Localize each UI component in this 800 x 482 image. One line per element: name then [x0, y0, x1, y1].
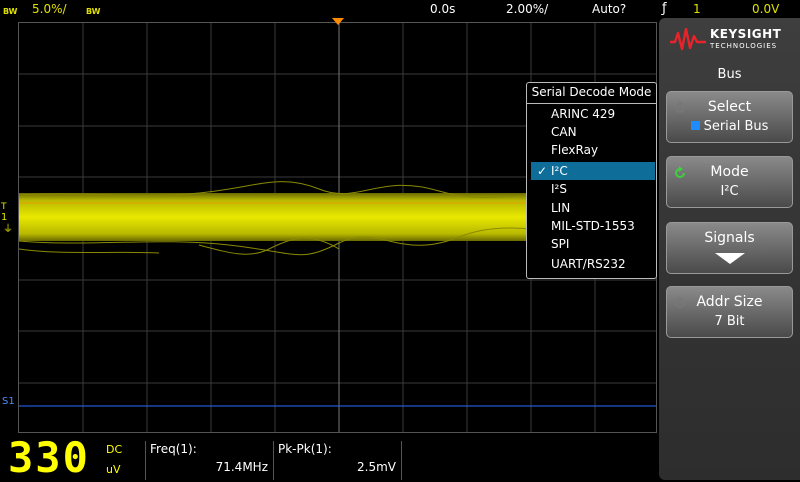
mode-option-lin[interactable]: LIN [551, 201, 571, 215]
mode-softkey[interactable]: Mode I²C [666, 156, 793, 208]
freq-value: 71.4MHz [215, 460, 268, 474]
addr-size-label: Addr Size [696, 294, 763, 310]
submenu-arrow-icon [715, 253, 745, 264]
signals-softkey[interactable]: Signals [666, 222, 793, 274]
freq-label: Freq(1): [150, 442, 197, 456]
mode-option-uart[interactable]: UART/RS232 [551, 257, 626, 271]
mode-value: I²C [720, 184, 739, 199]
trigger-mode[interactable]: Auto? [592, 2, 627, 16]
trigger-edge-icon: ƒ [662, 1, 667, 16]
ch1-bw-limit-left: BW [3, 7, 18, 16]
divider [401, 441, 402, 480]
dvm-readout: 330 [8, 433, 90, 482]
serial-bus-color-icon [690, 121, 700, 130]
mode-option-i2c[interactable]: ✓ I²C [531, 162, 655, 180]
select-value: Serial Bus [667, 119, 792, 134]
mode-option-can[interactable]: CAN [551, 125, 577, 139]
entry-knob-active-icon [675, 166, 685, 178]
ground-icon: ⏚ [3, 224, 13, 235]
serial-bus-marker: S1 [2, 396, 15, 407]
ch1-ground-marker[interactable]: 1 [1, 212, 8, 223]
dvm-coupling: DC [106, 443, 123, 456]
mode-option-flexray[interactable]: FlexRay [551, 143, 599, 157]
brand-subtitle: TECHNOLOGIES [710, 42, 778, 50]
trigger-level[interactable]: 0.0V [752, 2, 780, 16]
mode-option-i2s[interactable]: I²S [551, 182, 567, 196]
mode-option-mil-std-1553[interactable]: MIL-STD-1553 [551, 219, 635, 233]
pkpk-label: Pk-Pk(1): [278, 442, 332, 456]
divider [273, 441, 274, 480]
entry-knob-icon [675, 296, 685, 308]
signals-label: Signals [704, 230, 755, 246]
mode-label: Mode [710, 164, 749, 180]
checkmark-icon: ✓ [537, 164, 548, 178]
addr-size-softkey[interactable]: Addr Size 7 Bit [666, 286, 793, 338]
trigger-source[interactable]: 1 [693, 2, 701, 16]
measurement-bar [0, 437, 659, 480]
select-label: Select [707, 99, 752, 115]
mode-option-arinc429[interactable]: ARINC 429 [551, 107, 616, 121]
addr-size-value: 7 Bit [714, 314, 745, 329]
trigger-level-mark[interactable]: T [1, 202, 7, 212]
mode-option-spi[interactable]: SPI [551, 237, 570, 251]
select-softkey[interactable]: Select Serial Bus [666, 91, 793, 143]
trigger-position-marker[interactable] [332, 18, 344, 25]
serial-decode-mode-menu: Serial Decode Mode ARINC 429 CAN FlexRay… [526, 82, 657, 279]
status-bar: BW 5.0%/ BW 0.0s 2.00%/ Auto? ƒ 1 0.0V [0, 0, 800, 18]
ch1-scale[interactable]: 5.0%/ [32, 2, 67, 16]
divider [145, 441, 146, 480]
ch1-bw-limit-right: BW [86, 7, 101, 16]
mode-option-label: I²C [551, 164, 568, 178]
keysight-logo-icon [670, 27, 706, 51]
popup-title: Serial Decode Mode [527, 83, 656, 104]
time-scale[interactable]: 2.00%/ [506, 2, 549, 16]
brand-name: KEYSIGHT [710, 27, 782, 41]
menu-title: Bus [717, 67, 742, 82]
entry-knob-icon [675, 101, 685, 113]
pkpk-value: 2.5mV [357, 460, 396, 474]
dvm-unit: uV [106, 463, 121, 476]
time-delay[interactable]: 0.0s [430, 2, 456, 16]
